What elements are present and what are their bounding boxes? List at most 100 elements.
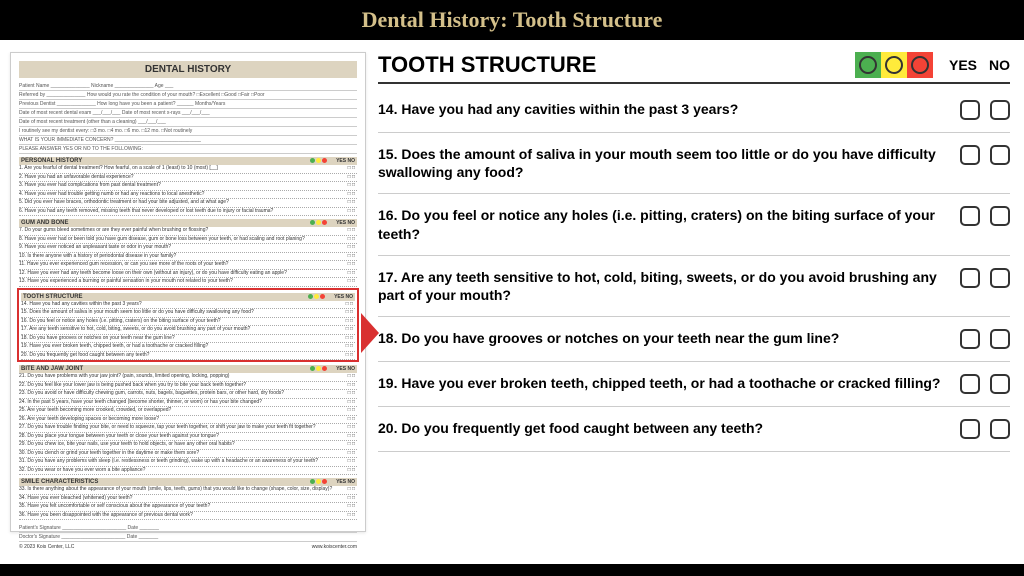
question-row: 19. Have you ever broken teeth, chipped … <box>378 362 1010 407</box>
form-section-header: BITE AND JAW JOINTYES NO <box>19 365 357 373</box>
no-checkbox[interactable] <box>990 268 1010 288</box>
form-section-header: TOOTH STRUCTUREYES NO <box>21 293 355 301</box>
question-row: 17. Are any teeth sensitive to hot, cold… <box>378 256 1010 317</box>
yes-no-header: YES NO <box>949 57 1010 73</box>
page-footer <box>0 564 1024 576</box>
yes-checkbox[interactable] <box>960 100 980 120</box>
question-text: 20. Do you frequently get food caught be… <box>378 419 960 437</box>
content-area: DENTAL HISTORY Patient Name ____________… <box>0 40 1024 544</box>
question-text: 19. Have you ever broken teeth, chipped … <box>378 374 960 392</box>
form-line: Patient Name ______________ Nickname ___… <box>19 82 357 91</box>
form-line: Referred by ______________ How would you… <box>19 91 357 100</box>
yes-checkbox[interactable] <box>960 206 980 226</box>
form-preview-title: DENTAL HISTORY <box>19 61 357 78</box>
form-question: 6. Have you had any teeth removed, missi… <box>19 208 357 217</box>
page-title: Dental History: Tooth Structure <box>362 7 663 33</box>
yes-checkbox[interactable] <box>960 268 980 288</box>
checkbox-group <box>960 206 1010 226</box>
form-line: WHAT IS YOUR IMMEDIATE CONCERN? ________… <box>19 136 357 145</box>
question-text: 17. Are any teeth sensitive to hot, cold… <box>378 268 960 304</box>
question-text: 16. Do you feel or notice any holes (i.e… <box>378 206 960 242</box>
form-question: 4. Have you ever had trouble getting num… <box>19 191 357 200</box>
red-dot-box <box>907 52 933 78</box>
question-row: 15. Does the amount of saliva in your mo… <box>378 133 1010 194</box>
form-question: 35. Have you felt uncomfortable or self … <box>19 503 357 512</box>
form-line: Date of most recent dental exam ___/___/… <box>19 109 357 118</box>
no-checkbox[interactable] <box>990 100 1010 120</box>
yes-checkbox[interactable] <box>960 374 980 394</box>
form-section-header: SMILE CHARACTERISTICSYES NO <box>19 478 357 486</box>
green-dot-box <box>855 52 881 78</box>
form-question: 26. Are your teeth developing spaces or … <box>19 416 357 425</box>
form-question: 11. Have you ever experienced gum recess… <box>19 261 357 270</box>
form-question: 8. Have you ever had or been told you ha… <box>19 236 357 245</box>
form-question: 15. Does the amount of saliva in your mo… <box>21 309 355 318</box>
no-checkbox[interactable] <box>990 374 1010 394</box>
form-question: 32. Do you wear or have you ever worn a … <box>19 467 357 476</box>
no-checkbox[interactable] <box>990 145 1010 165</box>
main-panel: TOOTH STRUCTURE YES NO 14. Have you had … <box>374 52 1014 532</box>
form-question: 20. Do you frequently get food caught be… <box>21 352 355 361</box>
question-text: 14. Have you had any cavities within the… <box>378 100 960 118</box>
checkbox-group <box>960 419 1010 439</box>
question-text: 15. Does the amount of saliva in your mo… <box>378 145 960 181</box>
no-checkbox[interactable] <box>990 329 1010 349</box>
form-question: 34. Have you ever bleached (whitened) yo… <box>19 495 357 504</box>
form-question: 25. Are your teeth becoming more crooked… <box>19 407 357 416</box>
form-question: 5. Did you ever have braces, orthodontic… <box>19 199 357 208</box>
form-question: 17. Are any teeth sensitive to hot, cold… <box>21 326 355 335</box>
no-checkbox[interactable] <box>990 206 1010 226</box>
form-question: 23. Do you avoid or have difficulty chew… <box>19 390 357 399</box>
question-row: 14. Have you had any cavities within the… <box>378 88 1010 133</box>
form-question: 2. Have you had an unfavorable dental ex… <box>19 174 357 183</box>
checkbox-group <box>960 268 1010 288</box>
form-line: Previous Dentist ______________ How long… <box>19 100 357 109</box>
no-label: NO <box>989 57 1010 73</box>
form-question: 12. Have you ever had any teeth become l… <box>19 270 357 279</box>
form-preview: DENTAL HISTORY Patient Name ____________… <box>10 52 366 532</box>
checkbox-group <box>960 145 1010 165</box>
form-line: I routinely see my dentist every: □3 mo.… <box>19 127 357 136</box>
checkbox-group <box>960 329 1010 349</box>
form-section-header: PERSONAL HISTORYYES NO <box>19 157 357 165</box>
checkbox-group <box>960 100 1010 120</box>
yellow-dot-box <box>881 52 907 78</box>
copyright: © 2023 Kois Center, LLC <box>19 544 74 550</box>
form-question: 10. Is there anyone with a history of pe… <box>19 253 357 262</box>
form-line: Date of most recent treatment (other tha… <box>19 118 357 127</box>
form-question: 7. Do your gums bleed sometimes or are t… <box>19 227 357 236</box>
yes-checkbox[interactable] <box>960 329 980 349</box>
form-question: 21. Do you have problems with your jaw j… <box>19 373 357 382</box>
question-row: 20. Do you frequently get food caught be… <box>378 407 1010 452</box>
section-header: TOOTH STRUCTURE YES NO <box>378 52 1010 84</box>
signature-line: Doctor's Signature _____________________… <box>19 533 357 542</box>
checkbox-group <box>960 374 1010 394</box>
form-question: 14. Have you had any cavities within the… <box>21 301 355 310</box>
yes-checkbox[interactable] <box>960 419 980 439</box>
page-header: Dental History: Tooth Structure <box>0 0 1024 40</box>
website-url: www.koiscenter.com <box>312 544 357 550</box>
highlight-arrow <box>361 313 379 353</box>
yes-checkbox[interactable] <box>960 145 980 165</box>
form-question: 30. Do you clench or grind your teeth to… <box>19 450 357 459</box>
form-question: 24. In the past 5 years, have your teeth… <box>19 399 357 408</box>
form-question: 16. Do you feel or notice any holes (i.e… <box>21 318 355 327</box>
traffic-light-dots <box>855 52 933 78</box>
form-question: 28. Do you place your tongue between you… <box>19 433 357 442</box>
no-checkbox[interactable] <box>990 419 1010 439</box>
question-row: 18. Do you have grooves or notches on yo… <box>378 317 1010 362</box>
form-question: 27. Do you have trouble finding your bit… <box>19 424 357 433</box>
signature-line: Patient's Signature ____________________… <box>19 524 357 533</box>
form-question: 9. Have you ever noticed an unpleasant t… <box>19 244 357 253</box>
form-question: 33. Is there anything about the appearan… <box>19 486 357 495</box>
form-question: 31. Do you have any problems with sleep … <box>19 458 357 467</box>
form-question: 22. Do you feel like your lower jaw is b… <box>19 382 357 391</box>
question-row: 16. Do you feel or notice any holes (i.e… <box>378 194 1010 255</box>
form-question: 3. Have you ever had complications from … <box>19 182 357 191</box>
form-question: 36. Have you been disappointed with the … <box>19 512 357 521</box>
form-line: PLEASE ANSWER YES OR NO TO THE FOLLOWING… <box>19 145 357 154</box>
form-top-lines: Patient Name ______________ Nickname ___… <box>19 82 357 154</box>
form-question: 1. Are you fearful of dental treatment? … <box>19 165 357 174</box>
yes-label: YES <box>949 57 977 73</box>
section-title: TOOTH STRUCTURE <box>378 52 855 78</box>
